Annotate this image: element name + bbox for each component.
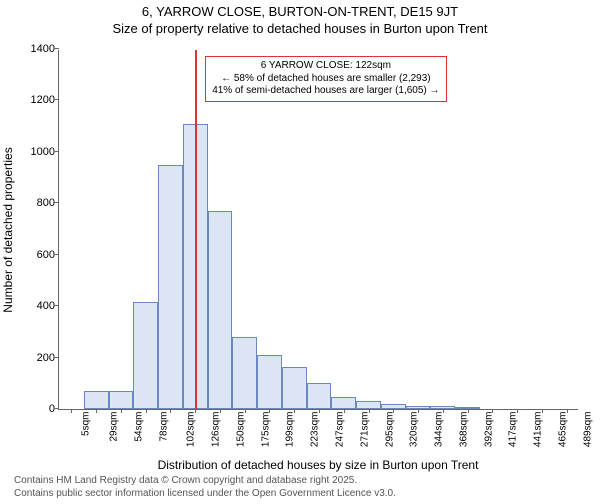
chart-title-subtitle: Size of property relative to detached ho… bbox=[0, 21, 600, 36]
y-tick-label: 400 bbox=[15, 300, 55, 312]
x-tick-label: 465sqm bbox=[557, 412, 568, 448]
y-tick-label: 1000 bbox=[15, 146, 55, 158]
x-tick-label: 441sqm bbox=[532, 412, 543, 448]
y-tick-label: 1400 bbox=[15, 43, 55, 55]
x-tick-label: 5sqm bbox=[81, 412, 92, 436]
x-axis-label: Distribution of detached houses by size … bbox=[158, 458, 479, 472]
y-tick-label: 600 bbox=[15, 249, 55, 261]
histogram-bar bbox=[109, 391, 134, 409]
x-tick-label: 247sqm bbox=[334, 412, 345, 448]
x-tick-label: 295sqm bbox=[384, 412, 395, 448]
histogram-bar bbox=[232, 337, 257, 409]
annotation-line1: 6 YARROW CLOSE: 122sqm bbox=[212, 60, 439, 73]
y-tick-label: 200 bbox=[15, 352, 55, 364]
chart-plot-area: 02004006008001000120014005sqm29sqm54sqm7… bbox=[58, 50, 578, 410]
x-tick-label: 78sqm bbox=[158, 412, 169, 442]
x-tick-label: 344sqm bbox=[433, 412, 444, 448]
histogram-bar bbox=[257, 355, 282, 409]
x-tick-label: 126sqm bbox=[210, 412, 221, 448]
x-tick-label: 417sqm bbox=[508, 412, 519, 448]
histogram-bar bbox=[356, 401, 381, 409]
annotation-line3: 41% of semi-detached houses are larger (… bbox=[212, 85, 439, 98]
histogram-bar bbox=[307, 383, 332, 409]
annotation-box: 6 YARROW CLOSE: 122sqm← 58% of detached … bbox=[205, 56, 446, 102]
x-tick-label: 489sqm bbox=[582, 412, 593, 448]
histogram-bar bbox=[282, 367, 307, 409]
footer-line2: Contains public sector information licen… bbox=[14, 488, 396, 501]
x-tick-label: 368sqm bbox=[458, 412, 469, 448]
y-axis-label: Number of detached properties bbox=[1, 147, 15, 312]
annotation-line2: ← 58% of detached houses are smaller (2,… bbox=[212, 73, 439, 86]
histogram-bar bbox=[133, 302, 158, 409]
y-tick-label: 0 bbox=[15, 403, 55, 415]
footer-line1: Contains HM Land Registry data © Crown c… bbox=[14, 475, 396, 488]
plot-axes: 02004006008001000120014005sqm29sqm54sqm7… bbox=[58, 50, 578, 410]
histogram-bar bbox=[158, 165, 183, 409]
y-tick-label: 800 bbox=[15, 197, 55, 209]
histogram-bar bbox=[208, 211, 233, 409]
x-tick-label: 150sqm bbox=[235, 412, 246, 448]
x-tick-label: 392sqm bbox=[483, 412, 494, 448]
x-tick-label: 102sqm bbox=[186, 412, 197, 448]
x-tick-label: 199sqm bbox=[285, 412, 296, 448]
x-tick-label: 223sqm bbox=[310, 412, 321, 448]
footer-attribution: Contains HM Land Registry data © Crown c… bbox=[14, 475, 396, 500]
x-tick-label: 271sqm bbox=[359, 412, 370, 448]
histogram-bar bbox=[331, 397, 356, 409]
y-tick-label: 1200 bbox=[15, 94, 55, 106]
x-tick-label: 175sqm bbox=[260, 412, 271, 448]
x-tick-label: 54sqm bbox=[133, 412, 144, 442]
reference-vline bbox=[195, 50, 197, 409]
histogram-bar bbox=[84, 391, 109, 409]
x-tick-label: 320sqm bbox=[409, 412, 420, 448]
x-tick-label: 29sqm bbox=[109, 412, 120, 442]
chart-title-address: 6, YARROW CLOSE, BURTON-ON-TRENT, DE15 9… bbox=[0, 4, 600, 19]
